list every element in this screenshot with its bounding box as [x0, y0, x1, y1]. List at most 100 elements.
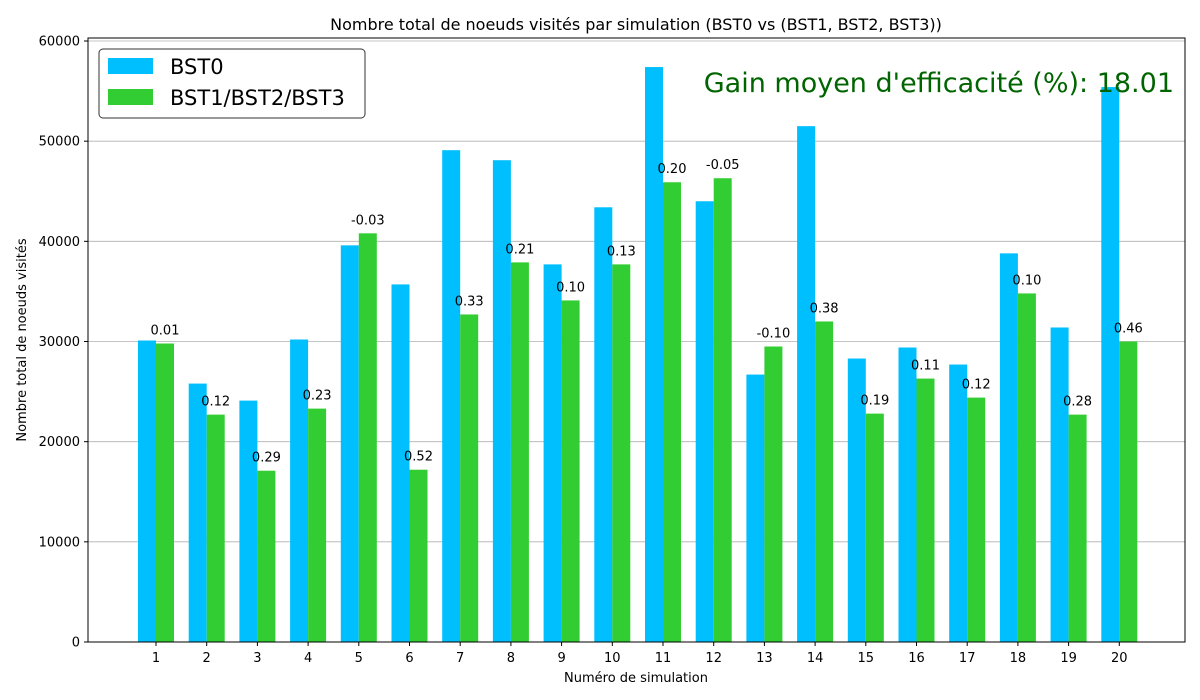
bar-bst123-6	[409, 469, 428, 642]
bar-bst123-13	[764, 346, 783, 642]
bar-bst123-17	[967, 397, 986, 642]
bar-bst0-2	[188, 383, 207, 642]
x-tick-label: 9	[557, 651, 565, 666]
bar-value-label: -0.03	[351, 213, 385, 228]
efficiency-gain-annotation: Gain moyen d'efficacité (%): 18.01	[704, 68, 1174, 99]
bar-value-label: 0.12	[201, 395, 230, 410]
bar-value-label: 0.29	[252, 451, 281, 466]
x-axis-ticks: 1 2 3 4 5 6 7 8 9 10 11 12 13 14 15 16 17 18 19 20	[152, 642, 1128, 666]
plot-frame	[87, 37, 1186, 643]
bar-bst123-15	[865, 413, 884, 642]
bar-value-label: 0.46	[1114, 322, 1143, 337]
bar-bst123-9	[561, 300, 580, 642]
legend-label-bst123: BST1/BST2/BST3	[170, 86, 345, 110]
bar-value-label: 0.23	[303, 389, 332, 404]
bar-value-label: 0.38	[810, 301, 839, 316]
y-tick-label: 60000	[39, 35, 80, 50]
y-tick-label: 50000	[39, 135, 80, 150]
x-tick-label: 3	[253, 651, 261, 666]
legend: BST0 BST1/BST2/BST3	[98, 48, 366, 119]
bar-bst0-15	[847, 358, 866, 642]
bar-value-label: 0.28	[1063, 395, 1092, 410]
x-tick-label: 7	[456, 651, 464, 666]
bar-bst123-5	[358, 233, 377, 643]
bar-bst123-20	[1119, 341, 1138, 642]
bar-bst0-9	[543, 264, 562, 642]
y-tick-label: 30000	[39, 335, 80, 350]
bar-bst0-12	[695, 201, 714, 642]
legend-swatch-bst0	[108, 58, 153, 74]
bar-value-label: 0.21	[505, 242, 534, 257]
bar-bst123-7	[460, 314, 479, 642]
bar-bst0-20	[1101, 87, 1120, 643]
bar-bst0-5	[340, 245, 359, 643]
bar-bst0-6	[391, 284, 410, 642]
x-tick-label: 19	[1060, 651, 1077, 666]
x-tick-label: 17	[959, 651, 976, 666]
bar-bst0-4	[290, 339, 309, 642]
x-tick-label: 20	[1111, 651, 1128, 666]
bar-bst123-18	[1017, 293, 1036, 642]
bar-bst123-4	[308, 408, 327, 642]
x-tick-label: 5	[355, 651, 363, 666]
x-tick-label: 18	[1010, 651, 1027, 666]
bar-bst0-19	[1050, 327, 1069, 642]
bar-value-labels: 0.01 0.12 0.29 0.23 -0.03 0.52 0.33 0.21 0.10 0.1…	[151, 158, 1143, 465]
legend-label-bst0: BST0	[170, 55, 224, 79]
bar-bst123-8	[510, 262, 529, 642]
bar-value-label: 0.01	[151, 324, 180, 339]
bar-bst123-16	[916, 378, 935, 642]
x-tick-label: 1	[152, 651, 160, 666]
x-tick-label: 14	[807, 651, 824, 666]
bar-bst0-16	[898, 347, 917, 642]
bar-value-label: 0.12	[962, 378, 991, 393]
x-tick-label: 11	[655, 651, 672, 666]
bar-bst123-10	[612, 264, 631, 642]
bar-value-label: 0.10	[556, 280, 585, 295]
bar-bst123-3	[257, 470, 276, 642]
bar-bst123-19	[1068, 414, 1087, 642]
y-tick-label: 10000	[39, 535, 80, 550]
bar-value-label: 0.20	[658, 162, 687, 177]
y-tick-label: 40000	[39, 235, 80, 250]
bar-bst0-14	[797, 126, 816, 642]
bar-value-label: 0.19	[860, 394, 889, 409]
x-tick-label: 15	[858, 651, 875, 666]
bar-value-label: -0.05	[706, 158, 740, 173]
legend-swatch-bst123	[108, 89, 153, 105]
x-tick-label: 6	[405, 651, 413, 666]
bar-bst0-17	[949, 364, 968, 642]
bar-value-label: 0.10	[1012, 273, 1041, 288]
chart-title: Nombre total de noeuds visités par simul…	[330, 15, 942, 34]
y-axis-ticks: 0 10000 20000 30000 40000 50000 60000	[39, 35, 88, 651]
x-tick-label: 10	[604, 651, 621, 666]
bar-bst0-3	[239, 400, 258, 642]
bar-bst123-1	[156, 343, 174, 642]
bar-bst0-7	[442, 150, 461, 643]
bar-bst0-13	[746, 374, 765, 642]
x-tick-label: 12	[705, 651, 722, 666]
x-tick-label: 16	[908, 651, 925, 666]
bar-value-label: 0.52	[404, 450, 433, 465]
x-tick-label: 4	[304, 651, 312, 666]
bar-value-label: 0.33	[455, 294, 484, 309]
y-tick-label: 20000	[39, 435, 80, 450]
y-tick-label: 0	[72, 636, 80, 651]
legend-box	[98, 48, 366, 119]
x-axis-title: Numéro de simulation	[564, 671, 708, 686]
x-tick-label: 13	[756, 651, 773, 666]
bar-bst123-12	[713, 178, 732, 642]
bar-bst0-11	[645, 67, 663, 642]
y-axis-title: Nombre total de noeuds visités	[15, 238, 30, 441]
bar-value-label: -0.10	[757, 327, 791, 342]
bar-bst123-14	[815, 321, 834, 642]
bar-value-label: 0.11	[911, 359, 940, 374]
bar-bst123-11	[663, 182, 681, 642]
bar-bst0-18	[999, 253, 1018, 642]
bars	[138, 67, 1138, 643]
bar-value-label: 0.13	[607, 244, 636, 259]
bar-bst0-10	[594, 207, 613, 642]
x-tick-label: 8	[507, 651, 515, 666]
bar-bst0-1	[138, 340, 156, 642]
